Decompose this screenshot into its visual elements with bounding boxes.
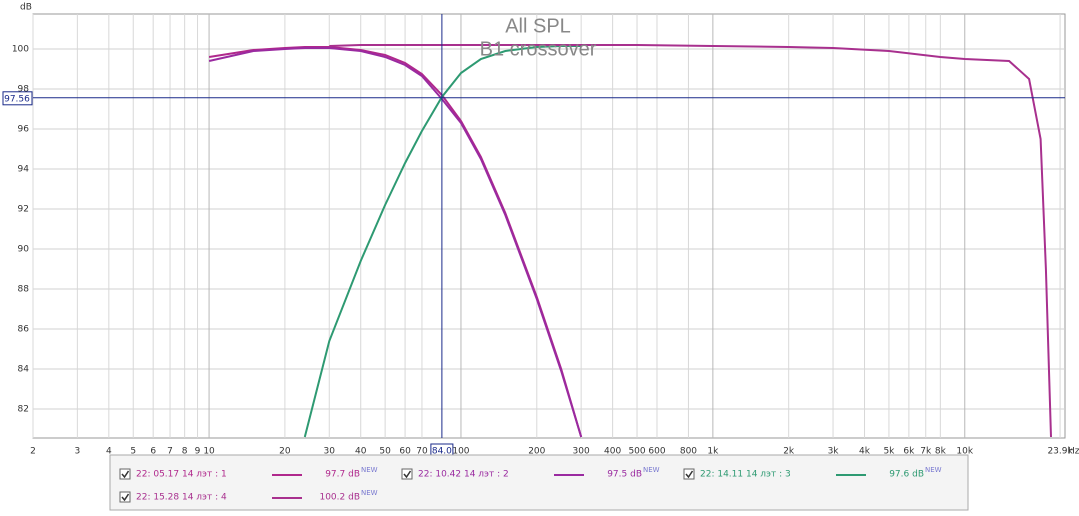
x-tick-label: 7 [167, 447, 173, 457]
x-axis-label: Hz [1068, 447, 1079, 457]
legend-name: 22: 10.42 14 лэт : 2 [418, 470, 509, 480]
cursor-y-label: 97.56 [4, 94, 30, 104]
x-tick-label: 10 [203, 447, 215, 457]
cursor-x-label: 84.0 [432, 447, 452, 457]
x-tick-label: 200 [528, 447, 545, 457]
legend-value: 97.7 dB [325, 470, 360, 480]
x-tick-label: 8 [182, 447, 188, 457]
legend-check [121, 493, 130, 502]
legend-badge: NEW [643, 466, 660, 474]
x-tick-label: 3k [828, 447, 840, 457]
y-tick-label: 86 [18, 325, 30, 335]
x-tick-label: 6k [903, 447, 915, 457]
legend-value: 100.2 dB [319, 493, 360, 503]
x-tick-label: 40 [355, 447, 367, 457]
legend-checkbox[interactable] [119, 491, 131, 503]
y-tick-label: 100 [12, 45, 29, 55]
x-tick-label: 8k [935, 447, 947, 457]
legend-checkbox[interactable] [119, 468, 131, 480]
x-tick-label: 23.9k [1047, 447, 1073, 457]
y-tick-label: 82 [18, 405, 29, 415]
y-tick-label: 90 [18, 245, 30, 255]
legend-badge: NEW [925, 466, 942, 474]
x-tick-label: 2 [30, 447, 36, 457]
legend-checkbox[interactable] [683, 468, 695, 480]
x-tick-label: 4k [859, 447, 871, 457]
x-tick-label: 2k [783, 447, 795, 457]
legend-check [403, 470, 412, 479]
chart-subtitle: B1 crossover [480, 38, 597, 60]
legend-value: 97.6 dB [889, 470, 924, 480]
x-tick-label: 60 [399, 447, 411, 457]
series-line [329, 44, 1052, 438]
y-tick-label: 96 [18, 125, 30, 135]
x-tick-label: 800 [680, 447, 697, 457]
x-tick-label: 600 [648, 447, 665, 457]
grid [32, 14, 1065, 438]
x-tick-label: 300 [573, 447, 590, 457]
legend-check [685, 470, 694, 479]
x-tick-label: 400 [604, 447, 621, 457]
legend-checkbox[interactable] [401, 468, 413, 480]
x-tick-label: 5k [883, 447, 895, 457]
plot-frame [32, 13, 1066, 439]
x-tick-label: 70 [416, 447, 428, 457]
legend-value: 97.5 dB [607, 470, 642, 480]
x-tick-label: 9 [195, 447, 201, 457]
x-tick-label: 1k [707, 447, 719, 457]
legend: 22: 05.17 14 лэт : 1 97.7 dB NEW 22: 10.42 … [119, 466, 942, 503]
x-tick-label: 20 [279, 447, 291, 457]
cursor-y-box [2, 91, 33, 106]
series-line [208, 47, 583, 438]
legend-name: 22: 15.28 14 лэт : 4 [136, 493, 227, 503]
x-tick-label: 5 [130, 447, 136, 457]
legend-box [109, 454, 969, 511]
y-axis-label: dB [20, 3, 32, 13]
y-tick-label: 88 [18, 285, 30, 295]
x-tick-label: 100 [452, 447, 469, 457]
x-tick-label: 3 [74, 447, 80, 457]
y-tick-label: 84 [18, 365, 30, 375]
y-tick-label: 94 [18, 165, 30, 175]
legend-badge: NEW [361, 466, 378, 474]
legend-name: 22: 14.11 14 лэт : 3 [700, 470, 791, 480]
cursor: 84.0 97.56 [2, 14, 1065, 458]
x-tick-label: 7k [920, 447, 932, 457]
x-tick-label: 30 [324, 447, 336, 457]
x-tick-label: 50 [379, 447, 391, 457]
legend-badge: NEW [361, 489, 378, 497]
x-tick-label: 500 [628, 447, 645, 457]
legend-name: 22: 05.17 14 лэт : 1 [136, 470, 227, 480]
chart-title: All SPL [505, 15, 571, 37]
x-tick-label: 10k [956, 447, 973, 457]
x-tick-label: 6 [150, 447, 156, 457]
y-tick-label: 98 [18, 85, 30, 95]
y-tick-label: 92 [18, 205, 29, 215]
x-tick-label: 4 [106, 447, 112, 457]
legend-check [121, 470, 130, 479]
